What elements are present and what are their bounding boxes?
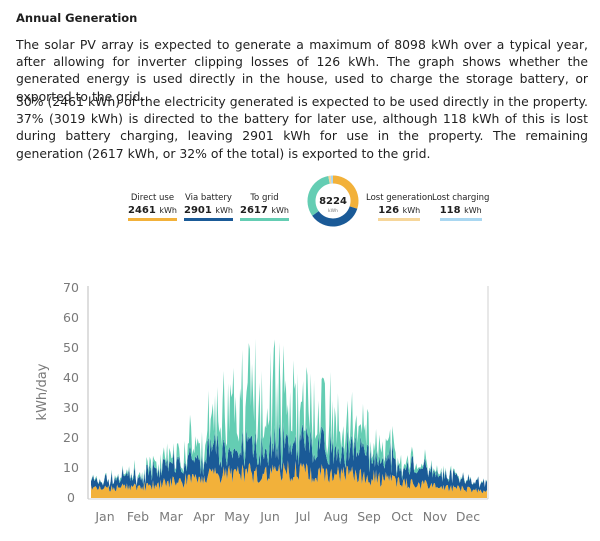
x-tick-jun: Jun: [259, 509, 280, 524]
x-tick-jan: Jan: [94, 509, 114, 524]
stat-direct-use-label: Direct use: [130, 193, 175, 203]
stat-lost-charging-label: Lost charging: [432, 193, 490, 203]
stacked-areas: [91, 338, 487, 498]
y-tick-labels: 0 10 20 30 40 50 60 70: [63, 280, 79, 505]
y-tick-30: 30: [63, 400, 79, 415]
donut-to-grid: [307, 175, 331, 216]
stat-lost-generation-label: Lost generation: [366, 193, 433, 203]
y-tick-60: 60: [63, 310, 79, 325]
x-tick-apr: Apr: [193, 509, 215, 524]
stat-via-battery-value: 2901 kWh: [184, 204, 233, 221]
donut-via-battery: [312, 206, 358, 227]
x-tick-dec: Dec: [456, 509, 480, 524]
stat-lost-generation: Lost generation 126 kWh: [366, 193, 432, 221]
stat-to-grid-value: 2617 kWh: [240, 204, 289, 221]
y-tick-10: 10: [63, 460, 79, 475]
y-axis-label: kWh/day: [35, 363, 50, 420]
stat-lost-generation-value: 126 kWh: [378, 204, 421, 221]
section-heading: Annual Generation: [16, 11, 138, 25]
y-tick-40: 40: [63, 370, 79, 385]
x-tick-mar: Mar: [159, 509, 183, 524]
stat-direct-use: Direct use 2461 kWh: [128, 193, 177, 221]
donut-direct-use: [332, 175, 359, 209]
stat-via-battery-label: Via battery: [185, 193, 232, 203]
y-tick-0: 0: [67, 490, 75, 505]
donut-total-unit: kWh: [328, 208, 338, 214]
stat-lost-charging: Lost charging 118 kWh: [432, 193, 489, 221]
x-tick-may: May: [224, 509, 250, 524]
stat-via-battery: Via battery 2901 kWh: [184, 193, 233, 221]
donut-total-value: 8224: [319, 196, 347, 207]
y-tick-50: 50: [63, 340, 79, 355]
total-generation-donut: 8224 kWh: [307, 175, 359, 227]
intro-paragraph: The solar PV array is expected to genera…: [16, 37, 588, 104]
x-tick-nov: Nov: [423, 509, 448, 524]
stat-to-grid: To grid 2617 kWh: [240, 193, 289, 221]
x-tick-feb: Feb: [127, 509, 149, 524]
x-tick-labels: Jan Feb Mar Apr May Jun Jul Aug Sep Oct Nov Dec: [94, 509, 480, 524]
breakdown-paragraph: 30% (2461 kWh) of the electricity genera…: [16, 94, 588, 161]
stat-lost-charging-value: 118 kWh: [439, 204, 482, 221]
area-direct-use: [91, 460, 487, 498]
stat-to-grid-label: To grid: [250, 193, 279, 203]
x-tick-oct: Oct: [391, 509, 413, 524]
stat-direct-use-value: 2461 kWh: [128, 204, 177, 221]
y-tick-20: 20: [63, 430, 79, 445]
x-tick-sep: Sep: [357, 509, 381, 524]
daily-generation-chart: 0 10 20 30 40 50 60 70 Jan Feb Mar Apr May Jun Jul Aug…: [35, 280, 489, 524]
area-via-battery: [91, 422, 487, 494]
x-tick-aug: Aug: [324, 509, 348, 524]
y-tick-70: 70: [63, 280, 79, 295]
area-to-grid: [91, 338, 487, 488]
x-tick-jul: Jul: [294, 509, 310, 524]
